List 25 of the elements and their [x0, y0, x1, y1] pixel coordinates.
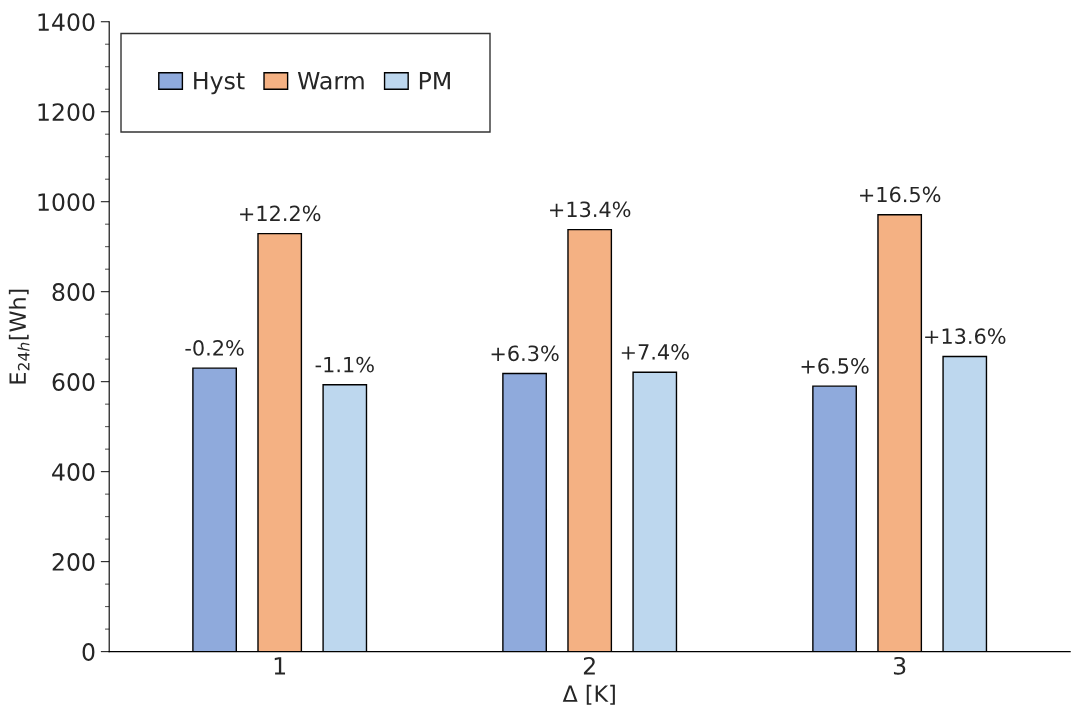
- legend-label: Hyst: [194, 72, 245, 95]
- annotation: -0.2%: [185, 340, 244, 356]
- annotation: +12.2%: [240, 205, 321, 222]
- legend-label: PM: [419, 72, 450, 90]
- annotation: +16.5%: [860, 186, 941, 203]
- annotation: -1.1%: [315, 356, 374, 373]
- y-tick-label: 800: [52, 283, 95, 301]
- annotation: +6.3%: [491, 345, 559, 362]
- x-tick-label: 3: [893, 656, 906, 675]
- annotation: +13.4%: [550, 201, 631, 218]
- y-axis-title: E$_{24h}$[Wh]: [8, 289, 30, 384]
- x-tick-label: 1: [274, 657, 286, 675]
- y-tick-label: 1000: [38, 193, 95, 211]
- annotation: +13.6%: [925, 328, 1006, 345]
- y-tick-label: 0: [82, 643, 95, 661]
- legend-label: Warm: [297, 72, 364, 90]
- y-tick-label: 1200: [38, 103, 95, 122]
- y-tick-label: 200: [52, 553, 95, 571]
- y-tick-label: 600: [52, 373, 95, 391]
- x-tick-label: 2: [583, 656, 595, 675]
- annotation: +6.5%: [801, 358, 869, 374]
- y-tick-label: 400: [52, 463, 95, 481]
- annotation: +7.4%: [621, 344, 689, 360]
- y-tick-label: 1400: [38, 13, 95, 32]
- x-axis-title: Δ [K]: [562, 684, 615, 705]
